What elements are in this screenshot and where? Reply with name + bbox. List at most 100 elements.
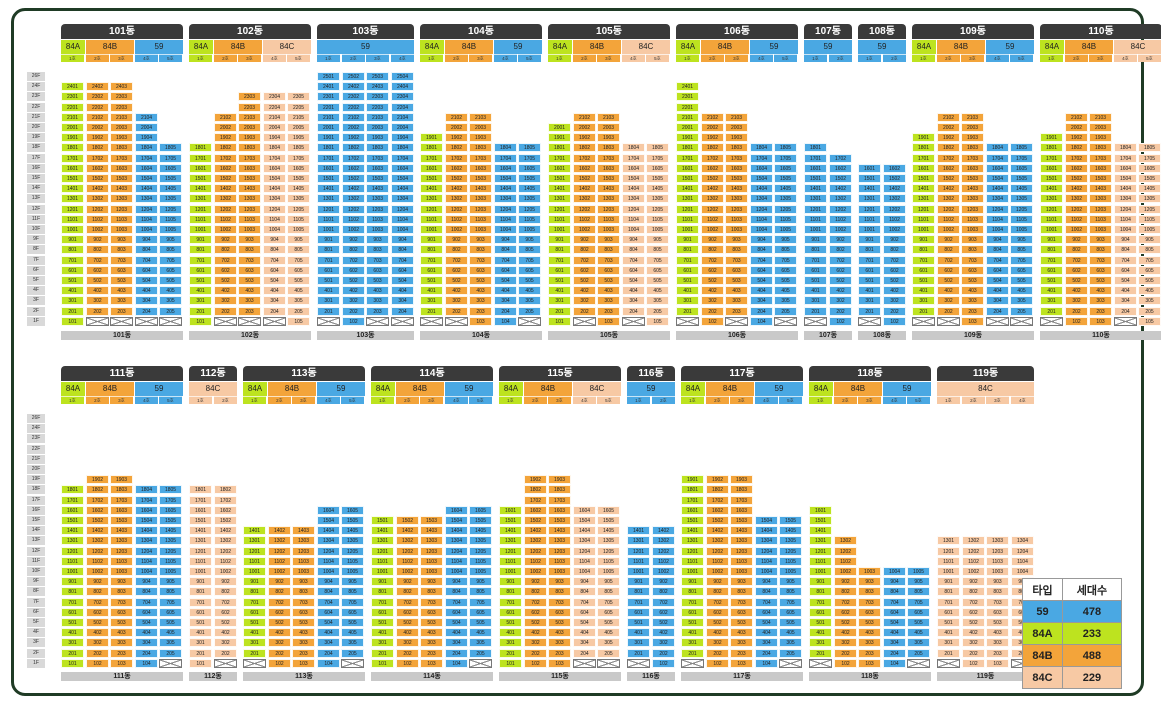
- unit-cell[interactable]: 1704: [391, 153, 414, 163]
- unit-cell[interactable]: 501: [61, 618, 84, 627]
- unit-cell[interactable]: 403: [420, 628, 443, 638]
- unit-cell[interactable]: 501: [858, 276, 881, 285]
- unit-cell[interactable]: 602: [268, 607, 291, 617]
- unit-cell[interactable]: 1802: [1065, 143, 1088, 153]
- unit-cell[interactable]: 1201: [809, 546, 832, 556]
- unit-cell[interactable]: 1902: [342, 133, 365, 143]
- unit-cell[interactable]: 1203: [730, 546, 753, 556]
- unit-cell[interactable]: 1803: [548, 485, 571, 495]
- unit-cell[interactable]: 2003: [597, 123, 620, 132]
- unit-cell[interactable]: 205: [159, 648, 182, 658]
- unit-cell[interactable]: 1301: [61, 536, 84, 546]
- unit-cell[interactable]: 2105: [287, 112, 310, 122]
- unit-cell[interactable]: 1002: [883, 225, 906, 234]
- unit-cell[interactable]: 101: [189, 658, 212, 668]
- unit-cell[interactable]: 603: [110, 265, 133, 275]
- unit-cell[interactable]: 405: [779, 628, 802, 638]
- unit-cell[interactable]: 1103: [110, 214, 133, 224]
- unit-cell[interactable]: 102: [524, 658, 547, 668]
- unit-cell[interactable]: 1105: [646, 214, 669, 224]
- unit-cell[interactable]: 1302: [962, 536, 985, 546]
- unit-cell[interactable]: 703: [725, 255, 748, 265]
- unit-cell[interactable]: 1004: [622, 225, 645, 234]
- unit-cell[interactable]: 701: [681, 597, 704, 607]
- unit-cell[interactable]: 1103: [366, 214, 389, 224]
- unit-cell[interactable]: 1101: [243, 556, 266, 566]
- unit-cell[interactable]: 1603: [366, 163, 389, 173]
- unit-cell[interactable]: 1504: [573, 516, 596, 525]
- unit-cell[interactable]: 1501: [1040, 174, 1063, 183]
- unit-cell[interactable]: 1902: [86, 475, 109, 485]
- unit-cell[interactable]: 1204: [391, 204, 414, 214]
- unit-cell[interactable]: 605: [779, 607, 802, 617]
- unit-cell[interactable]: 2502: [342, 72, 365, 81]
- unit-cell[interactable]: 2301: [61, 92, 84, 102]
- unit-cell[interactable]: 902: [214, 235, 237, 245]
- unit-cell[interactable]: 1803: [961, 143, 984, 153]
- unit-cell[interactable]: 801: [189, 587, 212, 597]
- unit-cell[interactable]: 1004: [391, 225, 414, 234]
- unit-cell[interactable]: 1901: [61, 133, 84, 143]
- unit-cell[interactable]: 1405: [469, 526, 492, 536]
- unit-cell[interactable]: 803: [858, 587, 881, 597]
- unit-cell[interactable]: 804: [622, 245, 645, 255]
- unit-cell[interactable]: 203: [858, 648, 881, 658]
- unit-cell[interactable]: 503: [548, 618, 571, 627]
- unit-cell[interactable]: 802: [86, 587, 109, 597]
- unit-cell[interactable]: 904: [135, 577, 158, 587]
- unit-cell[interactable]: 1401: [499, 526, 522, 536]
- unit-cell[interactable]: 2003: [238, 123, 261, 132]
- unit-cell[interactable]: 701: [1040, 255, 1063, 265]
- unit-cell[interactable]: 1601: [809, 505, 832, 515]
- unit-cell[interactable]: 1803: [110, 143, 133, 153]
- unit-cell[interactable]: 1505: [597, 516, 620, 525]
- unit-cell[interactable]: 202: [962, 648, 985, 658]
- unit-cell[interactable]: 302: [396, 638, 419, 648]
- unit-cell[interactable]: 1004: [263, 225, 286, 234]
- unit-cell[interactable]: 601: [189, 607, 212, 617]
- unit-cell[interactable]: 602: [214, 607, 237, 617]
- unit-cell[interactable]: 1505: [1010, 174, 1033, 183]
- unit-cell[interactable]: 1401: [371, 526, 394, 536]
- unit-cell[interactable]: 1102: [937, 214, 960, 224]
- unit-cell[interactable]: 202: [445, 306, 468, 316]
- unit-cell[interactable]: 1804: [263, 143, 286, 153]
- unit-cell[interactable]: 202: [342, 306, 365, 316]
- unit-cell[interactable]: 1704: [750, 153, 773, 163]
- unit-cell[interactable]: 501: [189, 618, 212, 627]
- unit-cell[interactable]: 1302: [937, 194, 960, 204]
- unit-cell[interactable]: 804: [883, 587, 906, 597]
- unit-cell[interactable]: 1403: [725, 184, 748, 194]
- unit-cell[interactable]: 902: [829, 235, 852, 245]
- unit-cell[interactable]: 1403: [292, 526, 315, 536]
- unit-cell[interactable]: 401: [912, 286, 935, 296]
- unit-cell[interactable]: 1003: [366, 225, 389, 234]
- unit-cell[interactable]: 304: [494, 296, 517, 306]
- unit-cell[interactable]: 504: [573, 618, 596, 627]
- unit-cell[interactable]: 505: [518, 276, 541, 285]
- unit-cell[interactable]: 1002: [1065, 225, 1088, 234]
- unit-cell[interactable]: 1202: [701, 204, 724, 214]
- unit-cell[interactable]: 201: [243, 648, 266, 658]
- unit-cell[interactable]: 705: [1138, 255, 1161, 265]
- unit-cell[interactable]: 402: [829, 286, 852, 296]
- unit-cell[interactable]: 1204: [135, 546, 158, 556]
- unit-cell[interactable]: 601: [912, 265, 935, 275]
- unit-cell[interactable]: 1104: [263, 214, 286, 224]
- unit-cell[interactable]: 1401: [243, 526, 266, 536]
- unit-cell[interactable]: 401: [243, 628, 266, 638]
- unit-cell[interactable]: 1802: [573, 143, 596, 153]
- unit-cell[interactable]: 203: [292, 648, 315, 658]
- unit-cell[interactable]: 1602: [1065, 163, 1088, 173]
- unit-cell[interactable]: 301: [317, 296, 340, 306]
- unit-cell[interactable]: 303: [366, 296, 389, 306]
- unit-cell[interactable]: 1904: [391, 133, 414, 143]
- unit-cell[interactable]: 902: [86, 577, 109, 587]
- unit-cell[interactable]: 1605: [159, 505, 182, 515]
- unit-cell[interactable]: 1902: [86, 133, 109, 143]
- unit-cell[interactable]: 1504: [1114, 174, 1137, 183]
- unit-cell[interactable]: 903: [110, 577, 133, 587]
- unit-cell[interactable]: 1101: [317, 214, 340, 224]
- unit-cell[interactable]: 201: [627, 648, 650, 658]
- unit-cell[interactable]: 201: [61, 648, 84, 658]
